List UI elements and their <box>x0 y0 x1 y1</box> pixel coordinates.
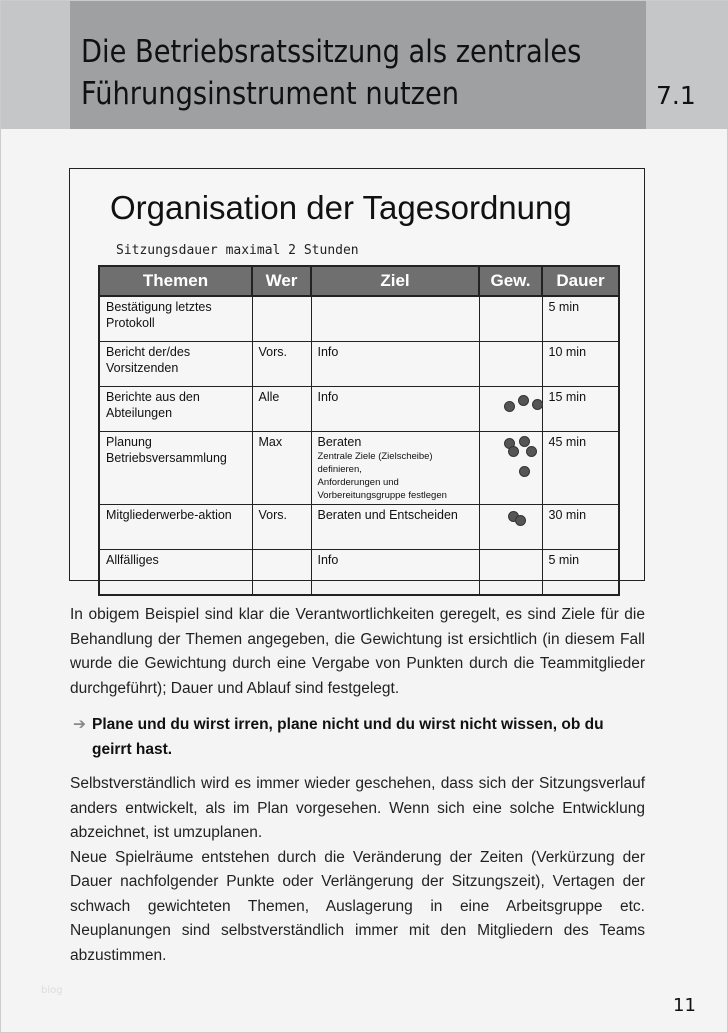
cell-ziel: Info <box>310 549 480 596</box>
header-band <box>70 1 646 129</box>
column-header: Dauer <box>541 265 620 297</box>
table-row: Allfälliges Info 5 min <box>98 549 620 596</box>
cell-dauer: 10 min <box>541 341 620 387</box>
paragraph-3: Neue Spielräume entstehen durch die Verä… <box>70 848 645 964</box>
figure-subtitle: Sitzungsdauer maximal 2 Stunden <box>116 243 359 258</box>
table-row: Bestätigung letztes Protokoll 5 min <box>98 295 620 342</box>
paragraph-1: In obigem Beispiel sind klar die Verantw… <box>70 606 645 697</box>
cell-thema: Bericht der/des Vorsitzenden <box>98 341 253 387</box>
ziel-text: Info <box>317 390 339 404</box>
weight-dot <box>518 466 530 477</box>
cell-dauer: 5 min <box>541 295 620 342</box>
weight-dot <box>503 401 515 412</box>
cell-wer: Vors. <box>251 504 312 550</box>
weight-dot <box>531 399 543 410</box>
body-text: In obigem Beispiel sind klar die Verantw… <box>70 603 645 968</box>
cell-gewichtung <box>478 431 543 505</box>
agenda-figure: Organisation der Tagesordnung Sitzungsda… <box>69 168 645 596</box>
quote-line-2: geirrt hast. <box>92 740 173 758</box>
cell-wer: Max <box>251 431 312 505</box>
paragraph-2: Selbstverständlich wird es immer wieder … <box>70 775 645 841</box>
quote-line-1: Plane und du wirst irren, plane nicht un… <box>92 716 604 733</box>
ziel-detail: Anforderungen und Vorbereitungsgruppe fe… <box>317 477 447 501</box>
header-side-right <box>646 1 728 129</box>
cell-ziel: Info <box>310 386 480 432</box>
cell-ziel: Beraten Zentrale Ziele (Zielscheibe) defi… <box>310 431 480 505</box>
title-line-1: Die Betriebsratssitzung als zentrales <box>81 34 582 70</box>
figure-title: Organisation der Tagesordnung <box>110 189 572 226</box>
cell-gewichtung <box>478 386 543 432</box>
cell-ziel: Beraten und Entscheiden <box>310 504 480 550</box>
cell-wer <box>251 295 312 342</box>
chapter-number: 7.1 <box>656 81 696 110</box>
cell-thema: Bestätigung letztes Protokoll <box>98 295 253 342</box>
cell-thema: Planung Betriebsversammlung <box>98 431 253 505</box>
quote: ➔ Plane und du wirst irren, plane nicht u… <box>70 713 645 762</box>
ziel-text: Info <box>317 553 339 567</box>
cell-dauer: 5 min <box>541 549 620 596</box>
agenda-table: Themen Wer Ziel Gew. Dauer Bestätigung letzt… <box>98 265 620 596</box>
weight-dot <box>507 446 519 457</box>
ziel-text: Info <box>317 345 339 359</box>
cell-gewichtung <box>478 549 543 596</box>
ziel-detail: Zentrale Ziele (Zielscheibe) definieren, <box>317 451 433 475</box>
ziel-text: Beraten und Entscheiden <box>317 508 458 522</box>
watermark: blog <box>41 985 63 996</box>
ziel-text: Beraten <box>317 435 362 449</box>
weight-dot <box>517 395 529 406</box>
cell-gewichtung <box>478 341 543 387</box>
cell-ziel <box>310 295 480 342</box>
table-row: Bericht der/des Vorsitzenden Vors. Info 10 … <box>98 341 620 387</box>
column-header: Gew. <box>478 265 543 297</box>
cell-wer: Alle <box>251 386 312 432</box>
header-side-left <box>1 1 70 129</box>
cell-wer: Vors. <box>251 341 312 387</box>
column-header: Themen <box>98 265 253 297</box>
table-row: Mitgliederwerbe-aktion Vors. Beraten und E… <box>98 504 620 550</box>
cell-gewichtung <box>478 295 543 342</box>
cell-thema: Berichte aus den Abteilungen <box>98 386 253 432</box>
cell-thema: Allfälliges <box>98 549 253 596</box>
arrow-right-icon: ➔ <box>73 716 86 733</box>
cell-ziel: Info <box>310 341 480 387</box>
cell-dauer: 30 min <box>541 504 620 550</box>
page-number: 11 <box>673 995 696 1016</box>
table-row: Berichte aus den Abteilungen Alle Info 15 m… <box>98 386 620 432</box>
page-title: Die Betriebsratssitzung als zentrales Füh… <box>81 31 581 115</box>
cell-thema: Mitgliederwerbe-aktion <box>98 504 253 550</box>
cell-dauer: 45 min <box>541 431 620 505</box>
column-header: Wer <box>251 265 312 297</box>
cell-gewichtung <box>478 504 543 550</box>
cell-dauer: 15 min <box>541 386 620 432</box>
weight-dot <box>518 436 530 447</box>
cell-wer <box>251 549 312 596</box>
column-header: Ziel <box>310 265 480 297</box>
weight-dot <box>514 515 526 526</box>
table-row: Planung Betriebsversammlung Max Beraten Zen… <box>98 431 620 505</box>
weight-dot <box>525 446 537 457</box>
title-line-2: Führungsinstrument nutzen <box>81 76 460 112</box>
